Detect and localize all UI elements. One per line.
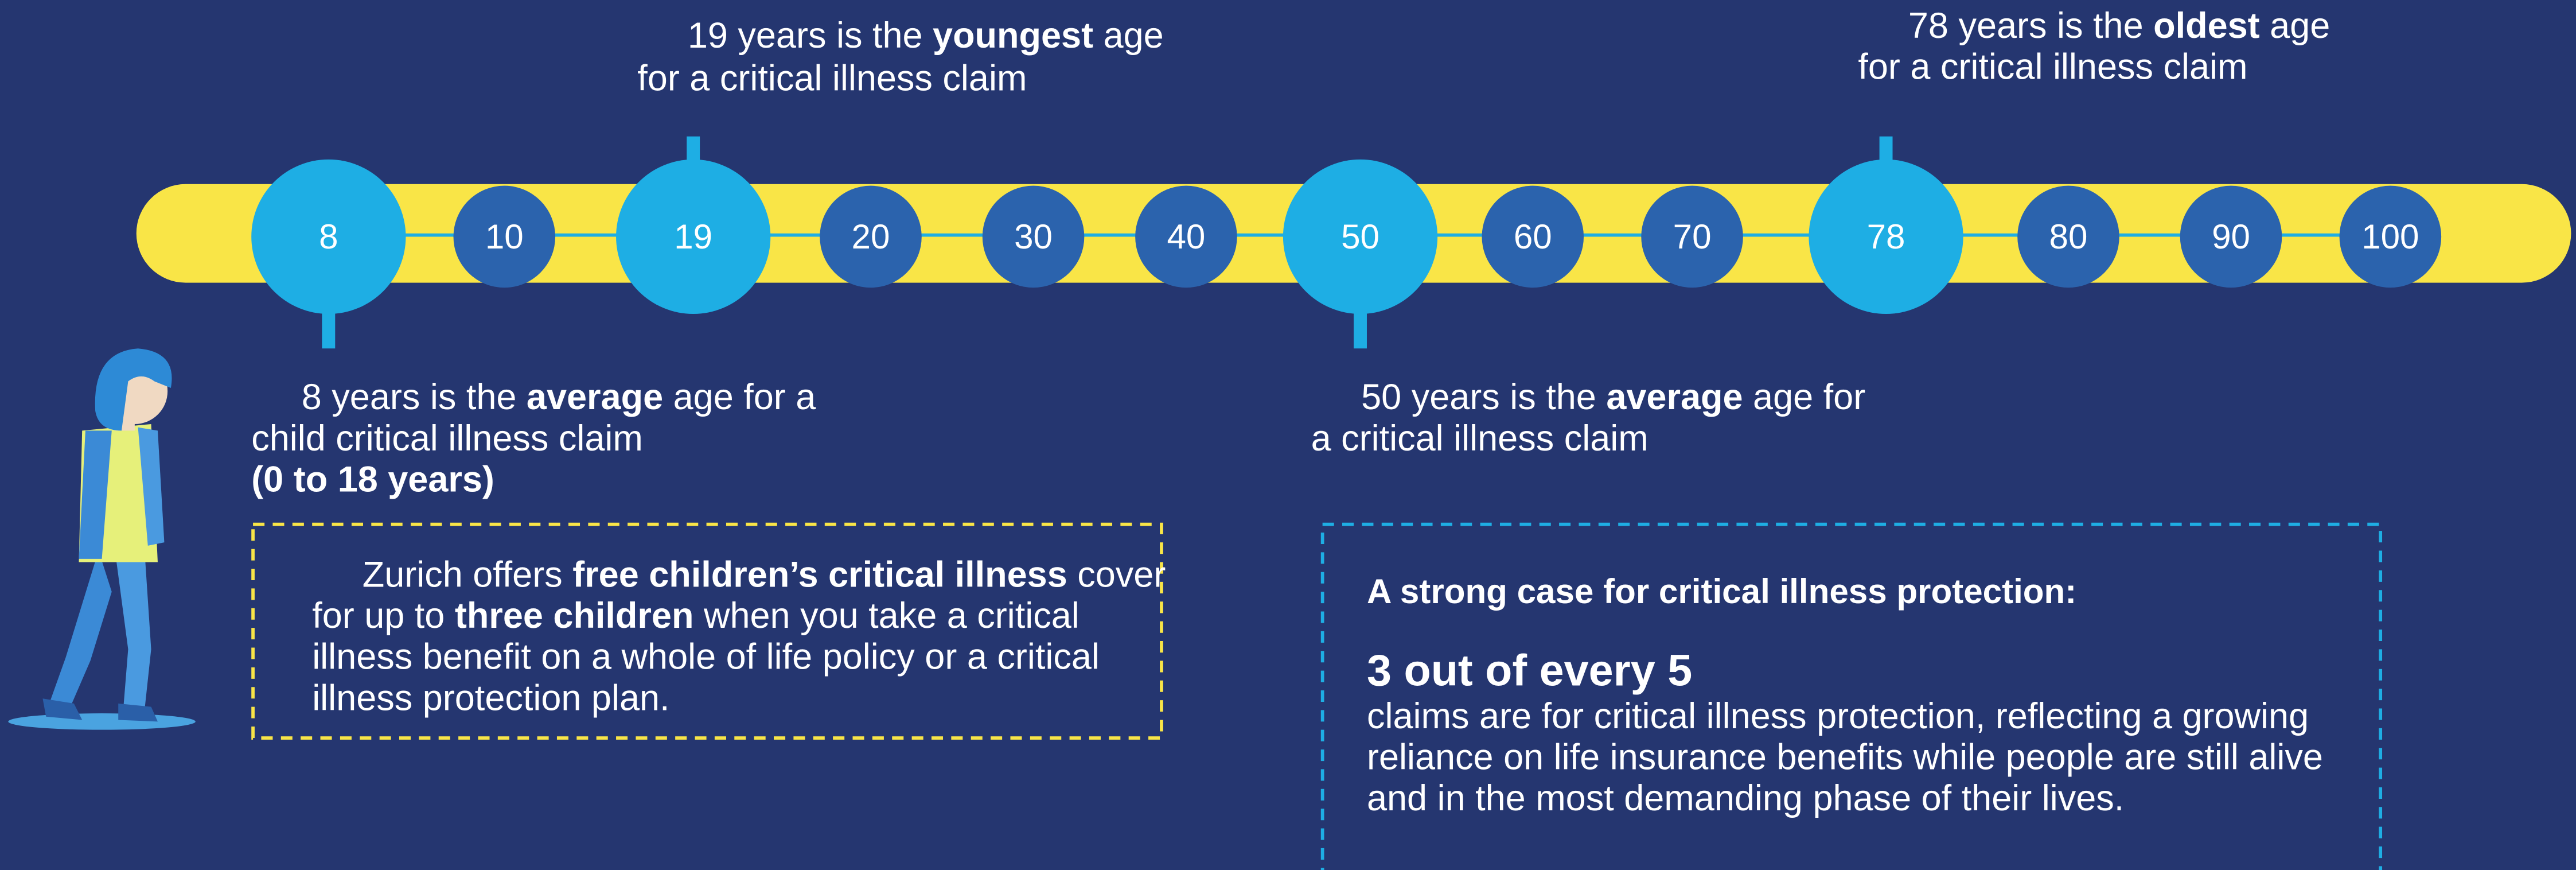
marker-label: 30 xyxy=(1014,218,1053,256)
text: three children xyxy=(455,596,694,636)
text: a critical illness claim xyxy=(1311,418,1649,459)
text: 78 years is the xyxy=(1908,6,2153,46)
text: child critical illness claim xyxy=(251,418,643,459)
text: age for a xyxy=(663,377,816,417)
case-text: reliance on life insurance benefits whil… xyxy=(1367,737,2323,777)
text: youngest xyxy=(933,15,1093,56)
page: {"timeline": {"markers": [8, 10, 19, 20,… xyxy=(0,0,2576,870)
text: when you take a critical xyxy=(693,596,1079,636)
text: 50 years is the xyxy=(1361,377,1606,417)
text: 8 years is the xyxy=(302,377,527,417)
text: (0 to 18 years) xyxy=(251,459,494,499)
marker-label: 70 xyxy=(1673,218,1712,256)
infographic: 8 10 19 20 30 40 50 60 70 78 80 90 100 19 years is t… xyxy=(0,0,2576,870)
case-text: claims are for critical illness protecti… xyxy=(1367,696,2309,736)
marker-label: 90 xyxy=(2212,218,2250,256)
case-heading: A strong case for critical illness prote… xyxy=(1367,572,2076,611)
text: age for xyxy=(1743,377,1866,417)
marker-label: 78 xyxy=(1867,218,1905,256)
text: illness protection plan. xyxy=(312,678,669,718)
text: for a critical illness claim xyxy=(1858,46,2247,87)
text: free children’s critical illness xyxy=(572,555,1067,595)
text: Zurich offers xyxy=(363,555,572,595)
marker-label: 8 xyxy=(319,218,338,256)
text: average xyxy=(1606,377,1743,417)
marker-label: 100 xyxy=(2361,218,2419,256)
marker-label: 50 xyxy=(1341,218,1379,256)
text: average xyxy=(527,377,663,417)
text: age xyxy=(1093,15,1164,56)
marker-label: 40 xyxy=(1167,218,1205,256)
marker-label: 80 xyxy=(2049,218,2088,256)
case-stat: 3 out of every 5 xyxy=(1367,646,1692,695)
marker-label: 20 xyxy=(852,218,890,256)
text: age xyxy=(2260,6,2331,46)
text: oldest xyxy=(2153,6,2260,46)
marker-label: 60 xyxy=(1514,218,1552,256)
text: for a critical illness claim xyxy=(637,59,1027,99)
text: cover xyxy=(1067,555,1166,595)
text: illness benefit on a whole of life polic… xyxy=(312,637,1100,677)
marker-label: 10 xyxy=(485,218,524,256)
marker-label: 19 xyxy=(674,218,712,256)
text: 19 years is the xyxy=(688,15,933,56)
text: for up to xyxy=(312,596,455,636)
case-text: and in the most demanding phase of their… xyxy=(1367,778,2124,818)
